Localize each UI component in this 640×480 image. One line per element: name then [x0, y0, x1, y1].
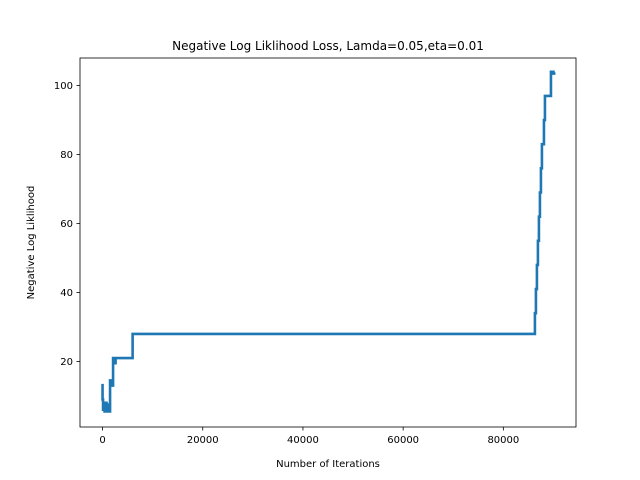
- axes-border: [79, 57, 577, 428]
- y-tick-label: 20: [60, 357, 73, 368]
- x-axis-ticks: 0 20000 40000 60000 80000: [99, 427, 519, 446]
- x-tick-label: 60000: [387, 435, 419, 446]
- x-tick-label: 20000: [187, 435, 219, 446]
- y-tick-label: 80: [60, 150, 73, 161]
- axes-frame: [79, 57, 577, 428]
- y-tick-label: 60: [60, 219, 73, 230]
- chart-title: Negative Log Liklihood Loss, Lamda=0.05,…: [172, 39, 484, 53]
- y-axis-ticks: 20 40 60 80 100: [54, 81, 80, 368]
- x-tick-label: 80000: [487, 435, 519, 446]
- y-tick-label: 40: [60, 288, 73, 299]
- y-axis-label: Negative Log Liklihood: [26, 186, 37, 300]
- x-axis-label: Number of Iterations: [276, 459, 380, 470]
- series-layer: [101, 70, 556, 413]
- x-tick-label: 0: [99, 435, 105, 446]
- series-line-0: [101, 70, 556, 413]
- plot-area-background: [80, 58, 576, 427]
- x-tick-label: 40000: [287, 435, 319, 446]
- y-tick-label: 100: [54, 81, 73, 92]
